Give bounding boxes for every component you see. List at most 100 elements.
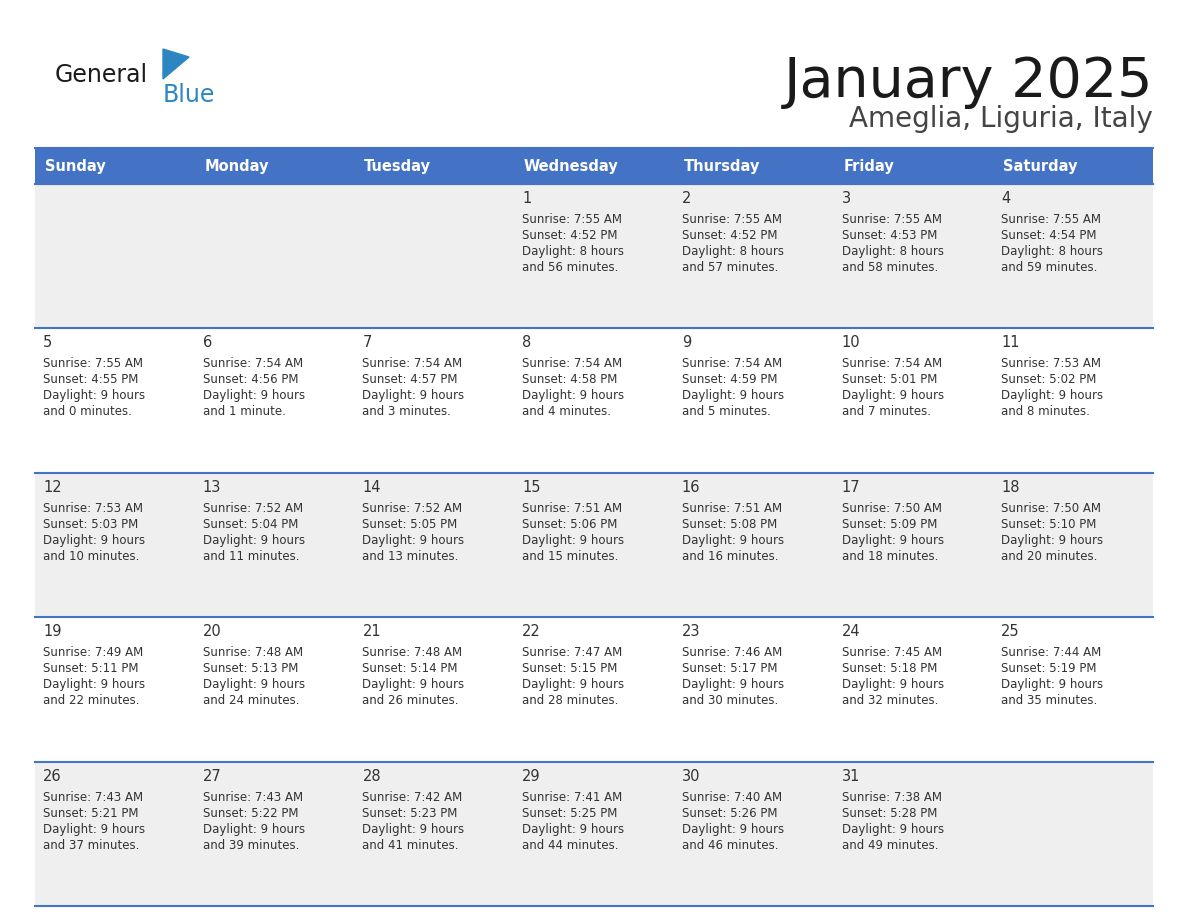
Text: Sunset: 5:08 PM: Sunset: 5:08 PM: [682, 518, 777, 531]
Text: Daylight: 9 hours: Daylight: 9 hours: [43, 533, 145, 547]
Text: and 3 minutes.: and 3 minutes.: [362, 406, 451, 419]
Text: 13: 13: [203, 480, 221, 495]
Text: Sunrise: 7:43 AM: Sunrise: 7:43 AM: [43, 790, 143, 803]
Text: Sunset: 5:15 PM: Sunset: 5:15 PM: [523, 662, 618, 676]
Text: Sunset: 5:26 PM: Sunset: 5:26 PM: [682, 807, 777, 820]
Bar: [993, 184, 1154, 329]
Bar: [34, 617, 195, 762]
Bar: [195, 762, 354, 906]
Text: Daylight: 9 hours: Daylight: 9 hours: [43, 823, 145, 835]
Text: Sunset: 4:53 PM: Sunset: 4:53 PM: [841, 229, 937, 242]
Bar: [514, 329, 674, 473]
Text: and 24 minutes.: and 24 minutes.: [203, 694, 299, 707]
Text: and 37 minutes.: and 37 minutes.: [43, 839, 139, 852]
Text: Friday: Friday: [843, 159, 893, 174]
Text: Sunrise: 7:55 AM: Sunrise: 7:55 AM: [1001, 213, 1101, 226]
Text: Sunrise: 7:48 AM: Sunrise: 7:48 AM: [362, 646, 462, 659]
Text: Sunset: 4:58 PM: Sunset: 4:58 PM: [523, 374, 618, 386]
Text: Sunrise: 7:53 AM: Sunrise: 7:53 AM: [43, 502, 143, 515]
Text: Sunset: 5:04 PM: Sunset: 5:04 PM: [203, 518, 298, 531]
Text: Sunrise: 7:41 AM: Sunrise: 7:41 AM: [523, 790, 623, 803]
Text: Daylight: 8 hours: Daylight: 8 hours: [523, 245, 624, 258]
Text: 21: 21: [362, 624, 381, 639]
Bar: [195, 617, 354, 762]
Text: Sunrise: 7:53 AM: Sunrise: 7:53 AM: [1001, 357, 1101, 370]
Text: and 46 minutes.: and 46 minutes.: [682, 839, 778, 852]
Bar: [354, 762, 514, 906]
Text: Sunset: 4:52 PM: Sunset: 4:52 PM: [523, 229, 618, 242]
Polygon shape: [163, 49, 189, 79]
Text: and 8 minutes.: and 8 minutes.: [1001, 406, 1091, 419]
Text: Sunset: 5:11 PM: Sunset: 5:11 PM: [43, 662, 139, 676]
Text: General: General: [55, 63, 148, 87]
Bar: [993, 617, 1154, 762]
Text: Daylight: 9 hours: Daylight: 9 hours: [523, 823, 624, 835]
Text: Daylight: 9 hours: Daylight: 9 hours: [682, 389, 784, 402]
Text: Daylight: 9 hours: Daylight: 9 hours: [523, 678, 624, 691]
Text: 12: 12: [43, 480, 62, 495]
Text: Sunrise: 7:54 AM: Sunrise: 7:54 AM: [523, 357, 623, 370]
Text: Daylight: 9 hours: Daylight: 9 hours: [362, 678, 465, 691]
Text: 9: 9: [682, 335, 691, 351]
Text: Sunset: 5:21 PM: Sunset: 5:21 PM: [43, 807, 139, 820]
Bar: [34, 184, 195, 329]
Bar: [834, 329, 993, 473]
Text: and 57 minutes.: and 57 minutes.: [682, 261, 778, 274]
Text: Sunset: 5:18 PM: Sunset: 5:18 PM: [841, 662, 937, 676]
Text: Sunrise: 7:48 AM: Sunrise: 7:48 AM: [203, 646, 303, 659]
Text: Sunset: 5:10 PM: Sunset: 5:10 PM: [1001, 518, 1097, 531]
Text: Sunrise: 7:55 AM: Sunrise: 7:55 AM: [43, 357, 143, 370]
Text: Daylight: 9 hours: Daylight: 9 hours: [523, 389, 624, 402]
Text: Sunset: 4:54 PM: Sunset: 4:54 PM: [1001, 229, 1097, 242]
Text: Sunrise: 7:54 AM: Sunrise: 7:54 AM: [841, 357, 942, 370]
Text: Sunrise: 7:46 AM: Sunrise: 7:46 AM: [682, 646, 782, 659]
Bar: [195, 184, 354, 329]
Text: Wednesday: Wednesday: [524, 159, 619, 174]
Text: Sunset: 5:23 PM: Sunset: 5:23 PM: [362, 807, 457, 820]
Bar: [354, 473, 514, 617]
Text: Sunset: 4:57 PM: Sunset: 4:57 PM: [362, 374, 457, 386]
Text: Sunset: 5:19 PM: Sunset: 5:19 PM: [1001, 662, 1097, 676]
Text: Sunrise: 7:55 AM: Sunrise: 7:55 AM: [523, 213, 623, 226]
Bar: [195, 473, 354, 617]
Bar: [834, 184, 993, 329]
Text: Sunset: 5:28 PM: Sunset: 5:28 PM: [841, 807, 937, 820]
Bar: [674, 329, 834, 473]
Text: Sunrise: 7:40 AM: Sunrise: 7:40 AM: [682, 790, 782, 803]
Text: Daylight: 8 hours: Daylight: 8 hours: [841, 245, 943, 258]
Text: Daylight: 9 hours: Daylight: 9 hours: [1001, 533, 1104, 547]
Text: Daylight: 9 hours: Daylight: 9 hours: [43, 678, 145, 691]
Text: Daylight: 9 hours: Daylight: 9 hours: [203, 533, 305, 547]
Text: and 22 minutes.: and 22 minutes.: [43, 694, 139, 707]
Text: and 35 minutes.: and 35 minutes.: [1001, 694, 1098, 707]
Text: Thursday: Thursday: [683, 159, 760, 174]
Text: and 5 minutes.: and 5 minutes.: [682, 406, 771, 419]
Text: Daylight: 9 hours: Daylight: 9 hours: [841, 389, 943, 402]
Text: 11: 11: [1001, 335, 1019, 351]
Text: Sunrise: 7:50 AM: Sunrise: 7:50 AM: [841, 502, 942, 515]
Bar: [354, 329, 514, 473]
Text: and 49 minutes.: and 49 minutes.: [841, 839, 939, 852]
Text: Sunrise: 7:38 AM: Sunrise: 7:38 AM: [841, 790, 942, 803]
Bar: [354, 184, 514, 329]
Text: Sunrise: 7:43 AM: Sunrise: 7:43 AM: [203, 790, 303, 803]
Bar: [195, 329, 354, 473]
Bar: [34, 473, 195, 617]
Text: and 30 minutes.: and 30 minutes.: [682, 694, 778, 707]
Bar: [514, 148, 674, 184]
Text: Sunday: Sunday: [45, 159, 106, 174]
Text: 19: 19: [43, 624, 62, 639]
Text: and 26 minutes.: and 26 minutes.: [362, 694, 459, 707]
Text: 1: 1: [523, 191, 531, 206]
Text: 16: 16: [682, 480, 701, 495]
Text: and 15 minutes.: and 15 minutes.: [523, 550, 619, 563]
Text: January 2025: January 2025: [784, 55, 1154, 109]
Text: Sunrise: 7:54 AM: Sunrise: 7:54 AM: [362, 357, 462, 370]
Text: and 10 minutes.: and 10 minutes.: [43, 550, 139, 563]
Text: 29: 29: [523, 768, 541, 784]
Bar: [354, 148, 514, 184]
Text: and 56 minutes.: and 56 minutes.: [523, 261, 619, 274]
Bar: [195, 148, 354, 184]
Text: and 4 minutes.: and 4 minutes.: [523, 406, 611, 419]
Text: Sunset: 5:02 PM: Sunset: 5:02 PM: [1001, 374, 1097, 386]
